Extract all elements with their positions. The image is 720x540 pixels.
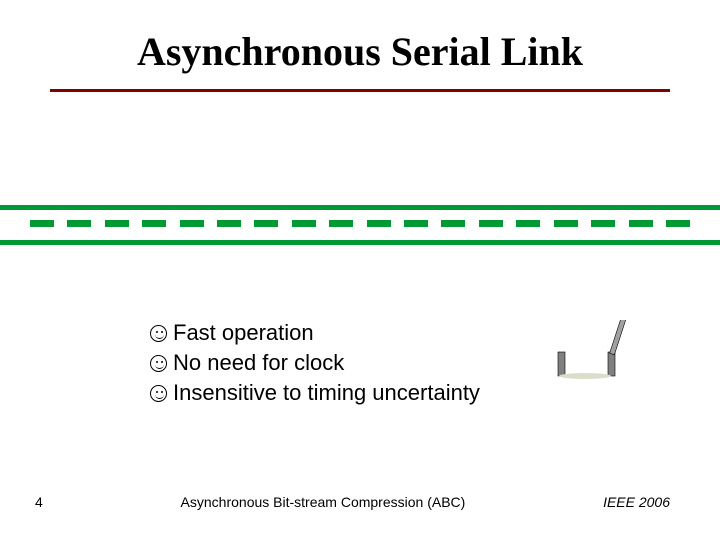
packet-dash [666, 220, 690, 227]
smiley-icon [150, 355, 167, 372]
link-diagram [0, 170, 720, 270]
bullet-item: Insensitive to timing uncertainty [150, 380, 480, 406]
title-underline [50, 89, 670, 92]
bullet-text: Insensitive to timing uncertainty [173, 380, 480, 406]
gate-post-left [558, 352, 565, 376]
gate-post-right [608, 352, 615, 376]
packet-dash [292, 220, 316, 227]
footer-center: Asynchronous Bit-stream Compression (ABC… [43, 494, 603, 510]
packet-dash [329, 220, 353, 227]
packet-dash [629, 220, 653, 227]
packet-dash [30, 220, 54, 227]
packet-dash [367, 220, 391, 227]
gate-arm [610, 320, 628, 355]
bullet-text: Fast operation [173, 320, 314, 346]
packet-dash [142, 220, 166, 227]
bullet-text: No need for clock [173, 350, 344, 376]
slide-title: Asynchronous Serial Link [0, 0, 720, 83]
packet-dash [217, 220, 241, 227]
bullet-item: No need for clock [150, 350, 480, 376]
rail-bottom [0, 240, 720, 245]
packet-dash [67, 220, 91, 227]
packet-dash [516, 220, 540, 227]
packet-dashes [30, 220, 690, 227]
footer: 4 Asynchronous Bit-stream Compression (A… [0, 494, 720, 510]
packet-dash [591, 220, 615, 227]
packet-dash [105, 220, 129, 227]
packet-dash [404, 220, 428, 227]
bullet-item: Fast operation [150, 320, 480, 346]
bullet-list: Fast operation No need for clock Insensiti… [150, 320, 480, 410]
footer-right: IEEE 2006 [603, 494, 670, 510]
packet-dash [254, 220, 278, 227]
gate-icon [550, 320, 640, 380]
packet-dash [554, 220, 578, 227]
smiley-icon [150, 385, 167, 402]
packet-dash [441, 220, 465, 227]
rail-top [0, 205, 720, 210]
packet-dash [180, 220, 204, 227]
packet-dash [479, 220, 503, 227]
smiley-icon [150, 325, 167, 342]
page-number: 4 [35, 494, 43, 510]
gate-shadow [559, 373, 611, 379]
slide: Asynchronous Serial Link Fast operation N… [0, 0, 720, 540]
